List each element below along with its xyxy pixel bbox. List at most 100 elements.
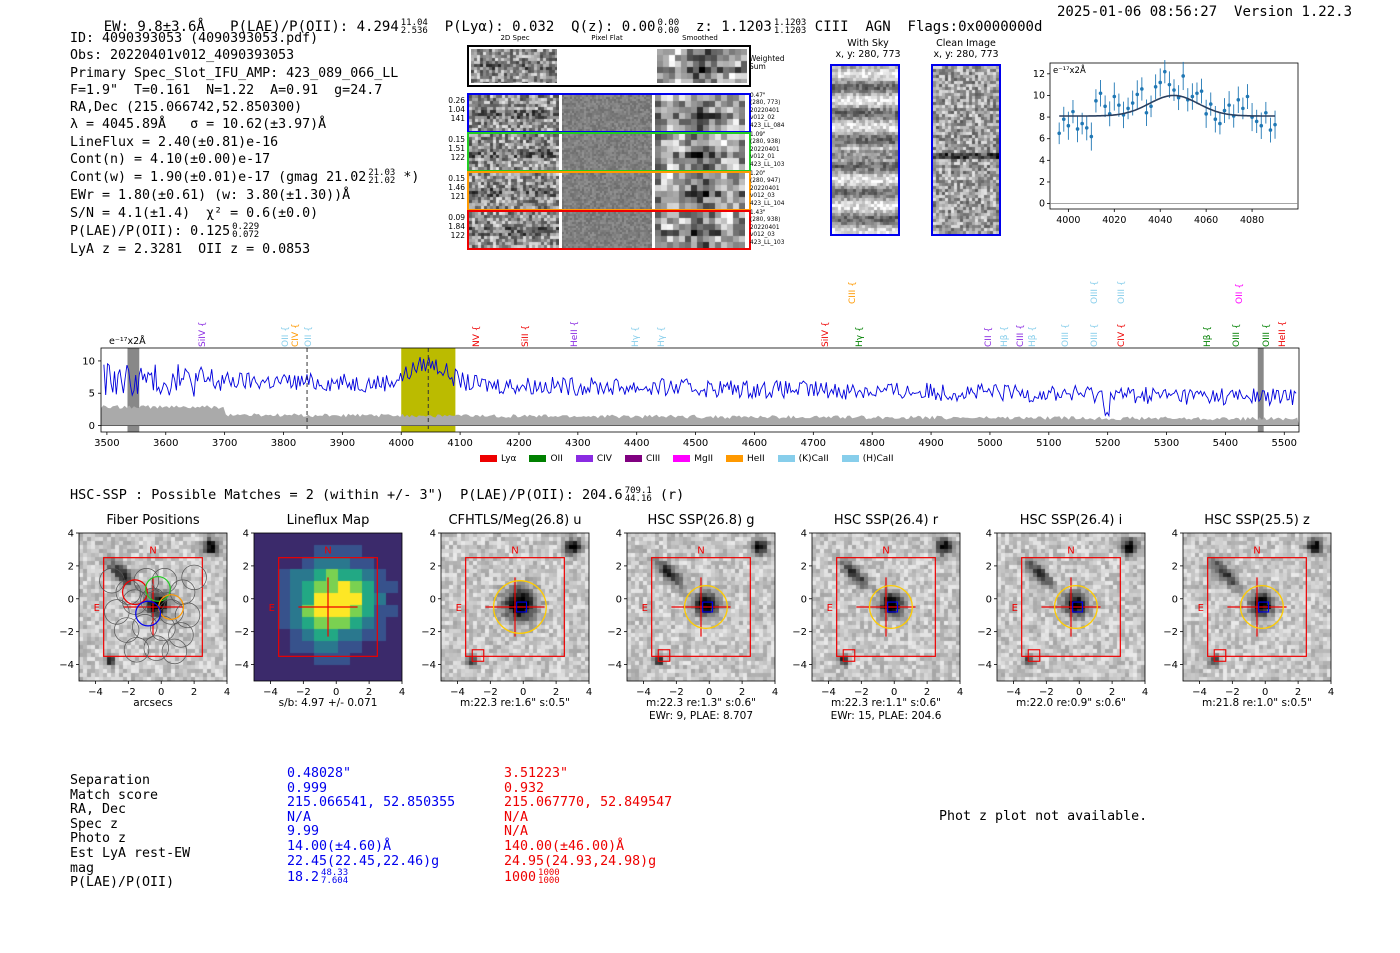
zoom-data-point xyxy=(1144,110,1149,115)
panel-title: CFHTLS/Meg(26.8) u xyxy=(448,513,582,528)
spectrum-x-tick-label: 4400 xyxy=(624,438,649,449)
cutout-row-note: 423_LL_084 xyxy=(750,122,785,129)
masked-band xyxy=(127,348,140,432)
with-sky-canvas xyxy=(832,66,898,234)
table-cell: N/A xyxy=(287,809,312,825)
spectrum-x-tick-label: 5000 xyxy=(977,438,1002,449)
table-label: mag xyxy=(70,860,95,876)
source-ellipse xyxy=(683,584,728,630)
legend-label: HeII xyxy=(747,453,765,464)
north-label: N xyxy=(511,546,518,557)
panel-y-tick-label: −4 xyxy=(792,660,807,671)
table-cell: 215.067770, 52.849547 xyxy=(504,795,673,811)
north-label: N xyxy=(1253,546,1260,557)
spectrum-line xyxy=(103,356,1297,418)
panel-y-tick-label: 0 xyxy=(430,594,436,605)
header-version: Version 1.22.3 xyxy=(1234,4,1353,20)
cutout-row-values: 0.15 1.46 121 xyxy=(445,174,465,201)
legend-item: (H)CaII xyxy=(841,454,894,464)
cutout-row-value: 1.04 xyxy=(448,105,465,114)
east-label: E xyxy=(1012,603,1018,614)
weighted-sum-box xyxy=(467,45,751,87)
zoom-x-tick-label: 4080 xyxy=(1240,215,1264,226)
cutout-row-note: 1.43" xyxy=(750,210,766,216)
panel-x-tick-label: −2 xyxy=(1225,687,1240,698)
zoom-data-point xyxy=(1227,103,1231,107)
panel-y-tick-label: −4 xyxy=(421,660,436,671)
panel-x-tick-label: −2 xyxy=(1039,687,1054,698)
panel-x-tick-label: 0 xyxy=(1076,687,1082,698)
zoom-data-point xyxy=(1112,94,1117,99)
table-cell: 24.95(24.93,24.98)g xyxy=(504,853,657,869)
panel-overlay: N E −4 −4 −2 −2 0 0 2 2 4 4 xyxy=(59,529,230,699)
line-id-label: CIII { xyxy=(848,281,859,304)
cutout-row-frame xyxy=(467,210,751,250)
zoom-data-point xyxy=(1222,108,1227,113)
panel-y-tick-label: −4 xyxy=(977,660,992,671)
info-sn: S/N = 4.1(±1.4) χ² = 0.6(±0.0) xyxy=(70,205,319,221)
spectrum-y-tick-label: 0 xyxy=(89,421,95,432)
legend-swatch xyxy=(777,455,795,462)
legend-item: CIII xyxy=(624,454,660,464)
match-marker-red xyxy=(1027,649,1041,662)
cutout-flat-canvas xyxy=(562,173,652,209)
panel-x-tick-label: 2 xyxy=(553,687,559,698)
masked-band xyxy=(1257,348,1264,432)
zoom-data-point xyxy=(1080,121,1084,126)
info-lyaz: LyA z = 2.3281 OII z = 0.0853 xyxy=(70,241,311,257)
cutout-flat-canvas xyxy=(562,95,652,131)
fiber-circle-highlight xyxy=(121,579,148,606)
clean-image-canvas xyxy=(933,66,999,234)
table-cell: 140.00(±46.00)Å xyxy=(504,838,625,854)
line-id-label: OIII { xyxy=(1117,280,1128,304)
table-cell: 18.2 48.33 7.604 xyxy=(287,868,349,887)
cutout-row-note: (280, 773) xyxy=(750,100,781,107)
spectrum-x-tick-label: 4700 xyxy=(801,438,826,449)
panel-y-tick-label: 0 xyxy=(801,594,807,605)
cutout-flat-canvas xyxy=(562,212,652,248)
info-line: Obs: 20220401v012_4090393053 xyxy=(70,48,295,64)
match-column-1: 0.48028" 0.999 215.066541, 52.850355 N/A… xyxy=(287,766,456,887)
spectrum-x-tick-label: 3700 xyxy=(212,438,237,449)
spectrum-x-tick-label: 4900 xyxy=(918,438,943,449)
zoom-data-point xyxy=(1158,80,1163,85)
with-sky-title: With Sky x, y: 280, 773 xyxy=(835,38,901,60)
legend-swatch xyxy=(529,455,547,462)
zoom-data-point xyxy=(1190,94,1195,99)
line-id-label: OII { xyxy=(1234,283,1245,304)
fiber-circle xyxy=(122,589,148,615)
cutout-row-notes: 0.47" (280, 773) 20220401 v012_02 423_LL_084 xyxy=(750,93,784,130)
panel-y-tick-label: 2 xyxy=(616,561,622,572)
zoom-data-point xyxy=(1061,117,1066,122)
clean-image-title: Clean Image x, y: 280, 773 xyxy=(933,38,999,60)
cutout-row-frame xyxy=(467,93,751,133)
table-cell: 215.066541, 52.850355 xyxy=(287,795,456,811)
panel-x-tick-label: 4 xyxy=(957,687,963,698)
zoom-data-point xyxy=(1135,92,1140,97)
panel-x-tick-label: 2 xyxy=(1109,687,1115,698)
info-line: F=1.9" T=0.161 N=1.22 A=0.91 g=24.7 xyxy=(70,82,383,98)
panel-title: Lineflux Map xyxy=(286,513,370,528)
cutout-row-note: 423_LL_104 xyxy=(750,200,785,207)
north-label: N xyxy=(149,546,156,557)
zoom-data-point xyxy=(1098,91,1103,96)
zoom-line-chart: 4000 4020 4040 4060 4080 0 2 4 6 8 10 12 e⁻¹⁷x2Å xyxy=(1033,60,1299,226)
panel-y-tick-label: 0 xyxy=(1172,594,1178,605)
spectrum-x-tick-label: 3900 xyxy=(330,438,355,449)
zoom-y-tick-label: 6 xyxy=(1039,134,1045,145)
spectrum-x-tick-label: 4800 xyxy=(859,438,884,449)
panel-frame xyxy=(440,532,590,682)
panel-overlay: N E −4 −4 −2 −2 0 0 2 2 4 4 xyxy=(1163,529,1334,699)
panel-x-tick-label: 2 xyxy=(924,687,930,698)
spectrum-x-tick-label: 4300 xyxy=(565,438,590,449)
panel-y-tick-label: −2 xyxy=(1163,627,1178,638)
zoom-data-point xyxy=(1218,121,1222,126)
cutout-row-note: 20220401 xyxy=(750,185,780,192)
cutout-smooth-canvas xyxy=(655,95,745,131)
panel-x-tick-label: 4 xyxy=(772,687,778,698)
spectrum-x-tick-label: 3600 xyxy=(153,438,178,449)
clean-image xyxy=(931,64,1001,236)
fiber-circle xyxy=(123,637,150,663)
spectrum-axes-frame xyxy=(100,347,1300,433)
zoom-unit-label: e⁻¹⁷x2Å xyxy=(1053,64,1086,76)
